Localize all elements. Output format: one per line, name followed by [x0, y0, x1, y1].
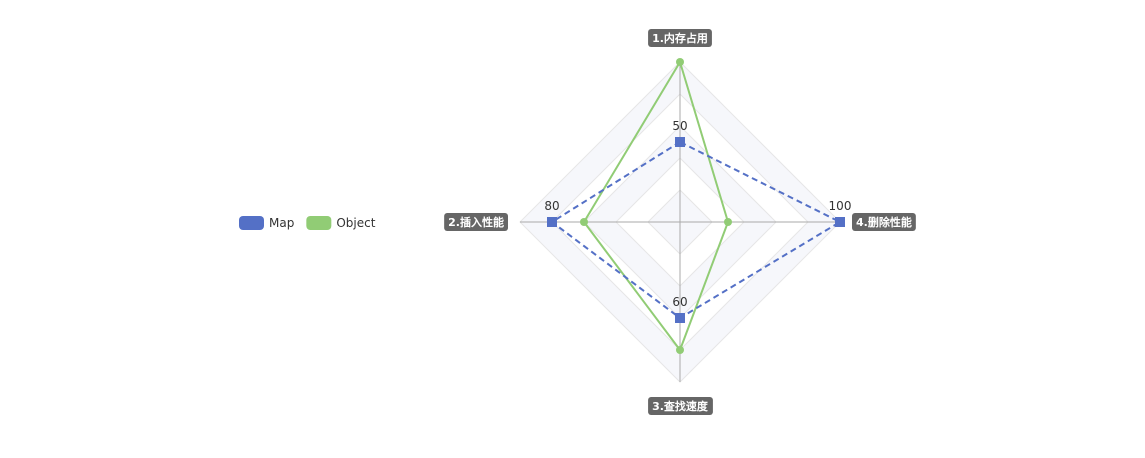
axis-name-text: 4.删除性能 [856, 215, 912, 229]
axis-name-label: 3.查找速度 [648, 397, 713, 415]
data-point-object[interactable] [676, 58, 684, 66]
data-point-map[interactable] [675, 137, 685, 147]
legend-item-object[interactable]: Object [306, 216, 376, 230]
legend-label[interactable]: Object [336, 216, 375, 230]
legend-item-map[interactable]: Map [239, 216, 294, 230]
legend-swatch[interactable] [239, 216, 264, 230]
axis-name-label: 1.内存占用 [648, 29, 712, 47]
data-point-map[interactable] [675, 313, 685, 323]
data-label-map: 60 [672, 295, 687, 309]
axis-name-label-bg [444, 213, 508, 231]
radar-series [547, 58, 845, 354]
axis-name-label-bg [648, 397, 713, 415]
axis-name-label: 2.插入性能 [444, 213, 508, 231]
radar-grid [519, 61, 841, 383]
data-label-map: 80 [544, 199, 559, 213]
radar-labels: 50 80 60 100 1.内存占用 2.插入性能 3.查找速度 4.删除性能 [444, 29, 916, 415]
axis-name-text: 2.插入性能 [448, 215, 504, 229]
data-point-map[interactable] [835, 217, 845, 227]
data-label-map: 50 [672, 119, 687, 133]
data-point-object[interactable] [724, 218, 732, 226]
legend-swatch[interactable] [306, 216, 332, 230]
data-point-map[interactable] [547, 217, 557, 227]
axis-name-label-bg [648, 29, 712, 47]
data-point-object[interactable] [580, 218, 588, 226]
legend-label[interactable]: Map [269, 216, 294, 230]
axis-name-text: 3.查找速度 [652, 399, 709, 413]
data-point-object[interactable] [676, 346, 684, 354]
axis-name-text: 1.内存占用 [652, 31, 708, 45]
axis-name-label-bg [852, 213, 916, 231]
axis-name-label: 4.删除性能 [852, 213, 916, 231]
legend: Map Object [239, 216, 376, 230]
data-label-map: 100 [829, 199, 852, 213]
